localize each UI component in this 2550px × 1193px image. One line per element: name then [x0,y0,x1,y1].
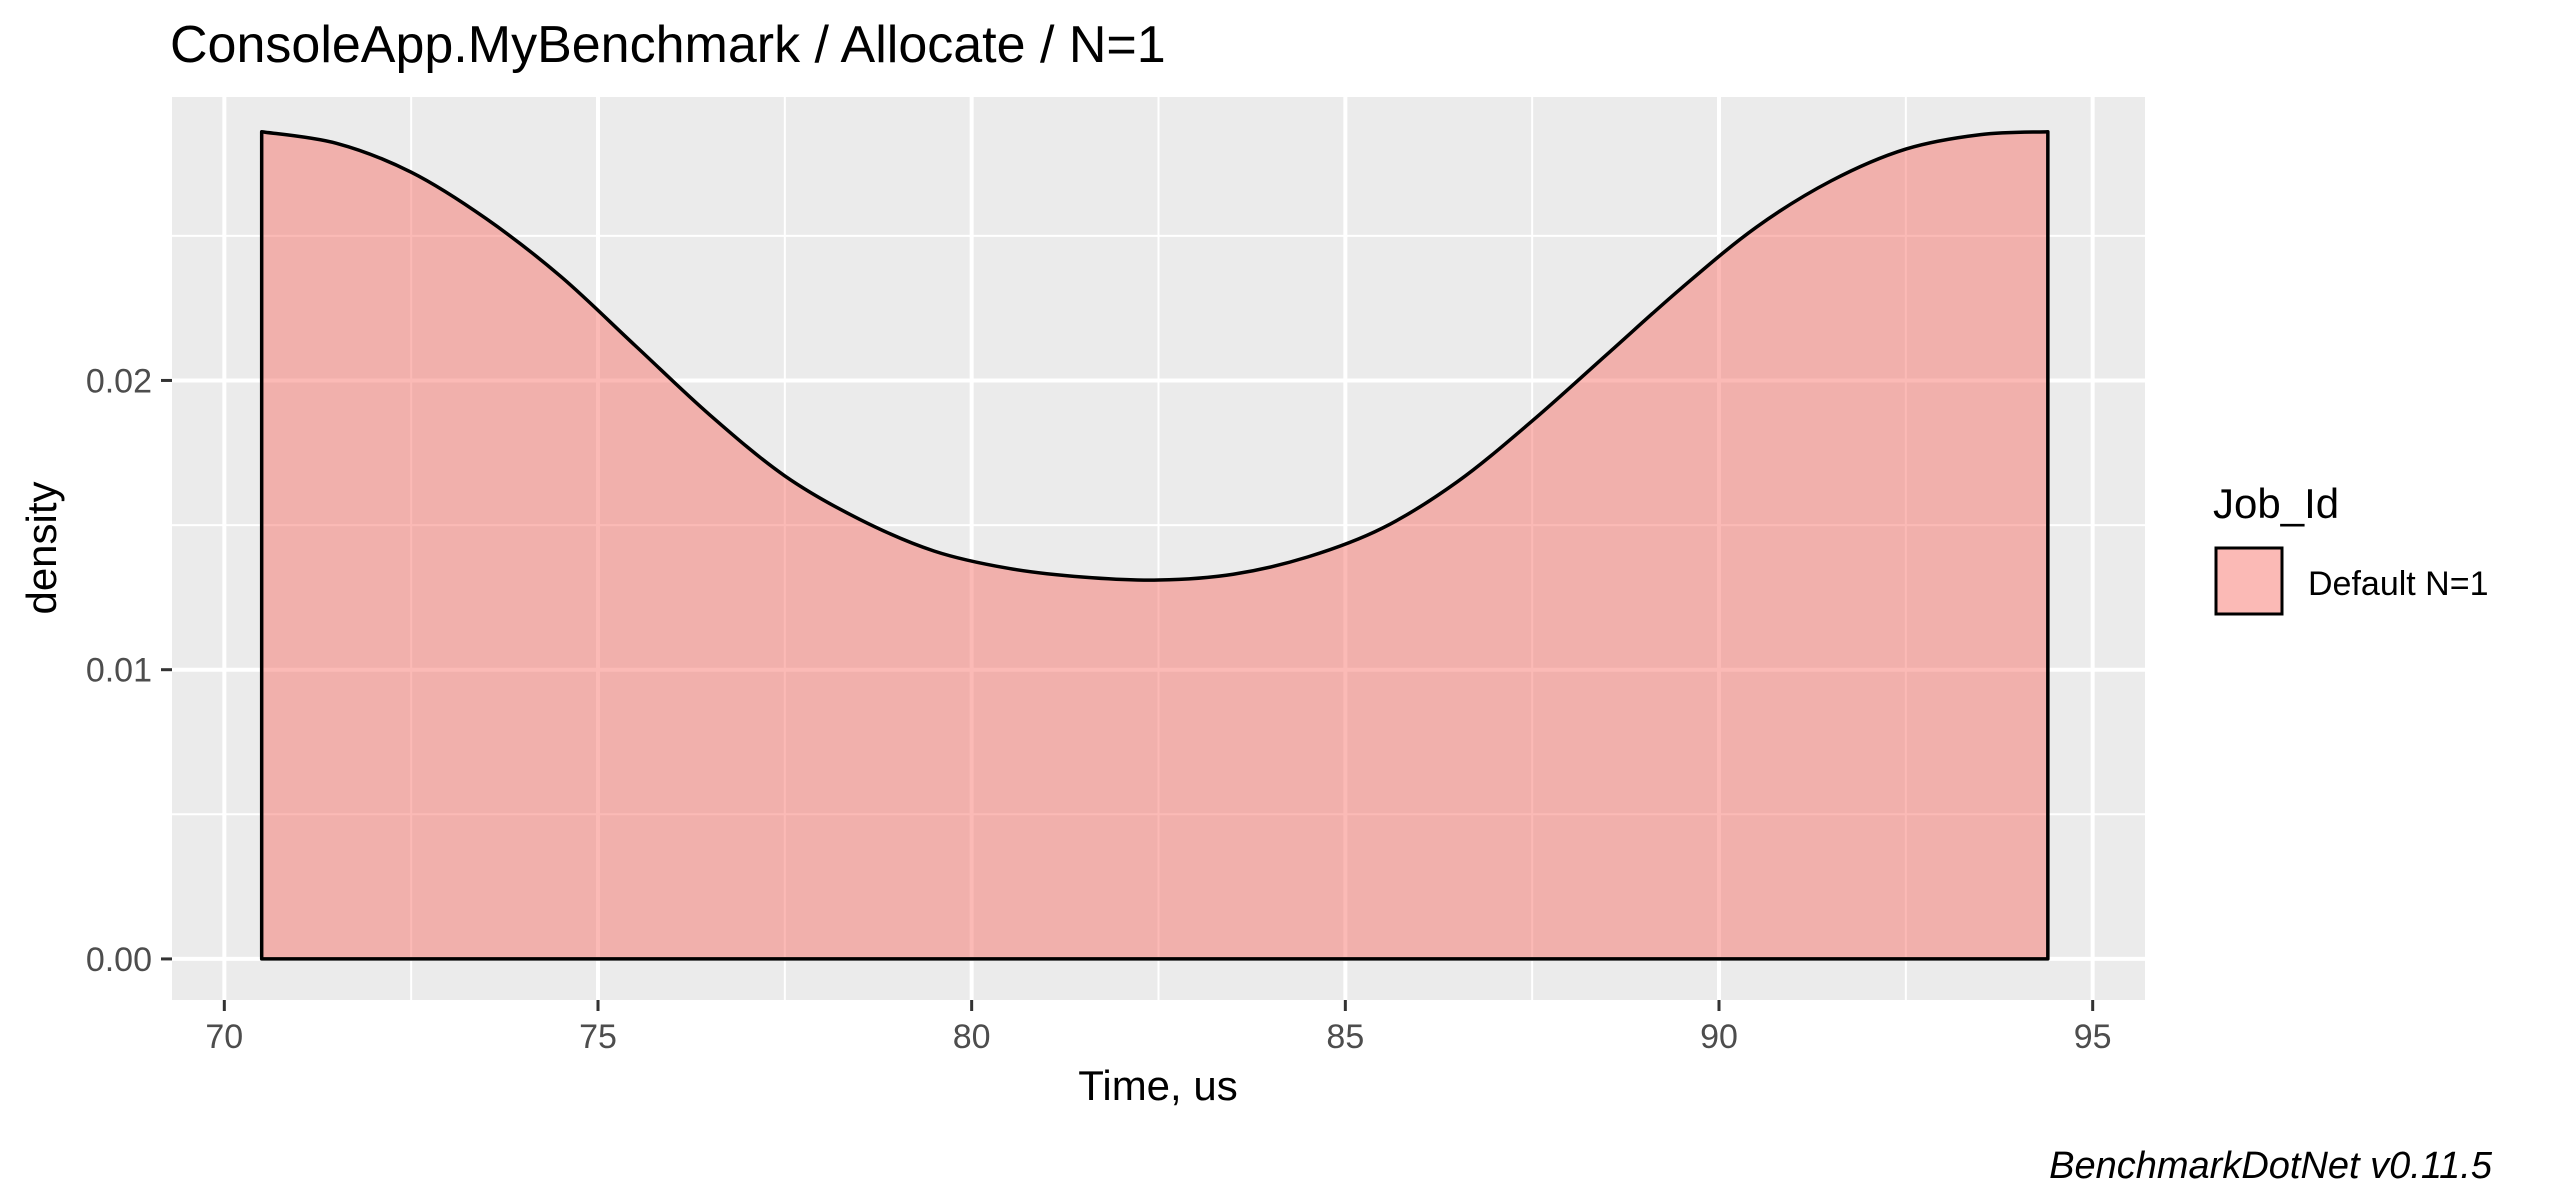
y-tick-label-2: 0.02 [86,362,152,400]
legend-title: Job_Id [2213,480,2339,527]
caption: BenchmarkDotNet v0.11.5 [2049,1145,2493,1187]
x-tick-label-0: 70 [205,1018,243,1056]
y-tick-label-0: 0.00 [86,941,152,979]
y-axis-ticks: 0.00 0.01 0.02 [86,362,172,979]
x-axis-title: Time, us [1078,1062,1237,1109]
y-axis-title: density [18,481,65,614]
y-tick-label-1: 0.01 [86,652,152,690]
legend-label-default-n1: Default N=1 [2308,565,2489,603]
density-series-default-n1 [259,129,2050,961]
x-tick-label-2: 80 [953,1018,991,1056]
x-axis-ticks: 70 75 80 85 90 95 [205,1000,2112,1056]
x-tick-label-4: 90 [1700,1018,1738,1056]
x-tick-label-5: 95 [2074,1018,2112,1056]
legend-key-swatch [2214,546,2284,616]
x-tick-label-3: 85 [1326,1018,1364,1056]
chart-title: ConsoleApp.MyBenchmark / Allocate / N=1 [170,16,1166,74]
legend: Job_Id Default N=1 [2213,480,2489,616]
x-tick-label-1: 75 [579,1018,617,1056]
density-area [259,129,2050,961]
